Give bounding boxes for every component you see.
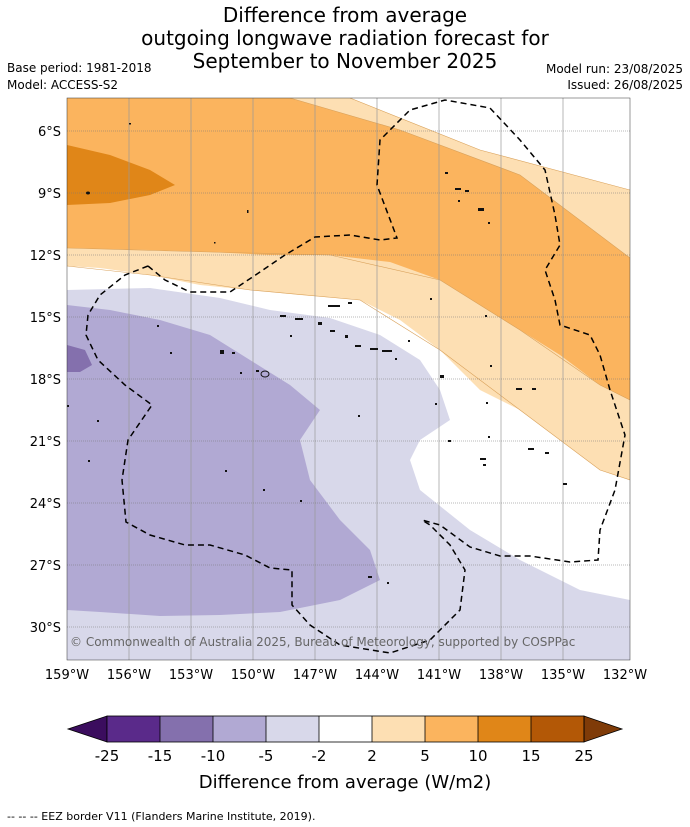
lon-label: 147°W — [293, 668, 337, 683]
lon-label: 159°W — [45, 668, 89, 683]
model-run-text: Model run: 23/08/2025 — [545, 62, 683, 76]
colorbar: -25 -15 -10 -5 -2 2 5 10 15 25 Differenc… — [66, 715, 624, 793]
colorbar-segment — [319, 716, 372, 742]
colorbar-tick-label: 10 — [468, 747, 487, 765]
colorbar-tick-label: -5 — [259, 747, 274, 765]
map-title-line-2: outgoing longwave radiation forecast for — [141, 26, 549, 50]
colorbar-segment — [372, 716, 425, 742]
colorbar-extend-low — [66, 715, 108, 743]
colorbar-title: Difference from average (W/m2) — [199, 772, 491, 793]
lon-label: 144°W — [355, 668, 399, 683]
colorbar-tick-label: -10 — [201, 747, 226, 765]
copyright-text: © Commonwealth of Australia 2025, Bureau… — [70, 635, 575, 649]
lat-label: 9°S — [38, 187, 61, 202]
colorbar-tick-label: -25 — [95, 747, 120, 765]
colorbar-tick-label: 15 — [521, 747, 540, 765]
lat-label: 21°S — [30, 435, 61, 450]
eez-border — [85, 99, 626, 654]
band-minus15-to-minus10 — [67, 345, 92, 372]
map-title-line-1: Difference from average — [222, 3, 468, 27]
colorbar-segment — [266, 716, 319, 742]
contour-lines — [67, 98, 630, 481]
lon-label: 135°W — [541, 668, 585, 683]
lat-label: 6°S — [38, 125, 61, 140]
colorbar-segment — [531, 716, 584, 742]
colorbar-segment — [478, 716, 531, 742]
issued-text: Issued: 26/08/2025 — [567, 78, 683, 92]
lon-label: 132°W — [603, 668, 647, 683]
model-text: Model: ACCESS-S2 — [7, 78, 119, 92]
lat-label: 12°S — [30, 249, 61, 264]
islands — [67, 123, 567, 584]
lon-label: 153°W — [169, 668, 213, 683]
lon-label: 138°W — [479, 668, 523, 683]
lon-label: 150°W — [231, 668, 275, 683]
colorbar-tick-label: 2 — [367, 747, 377, 765]
lat-label: 24°S — [30, 497, 61, 512]
lat-label: 30°S — [30, 621, 61, 636]
band-10-to-15 — [67, 145, 175, 205]
base-period-text: Base period: 1981-2018 — [7, 61, 152, 75]
longitude-labels: 159°W 156°W 153°W 150°W 147°W 144°W 141°… — [45, 668, 647, 683]
colorbar-tick-label: 5 — [420, 747, 430, 765]
band-5-to-10 — [67, 98, 630, 400]
colorbar-segment — [107, 716, 160, 742]
colorbar-tick-label: 25 — [574, 747, 593, 765]
lat-label: 15°S — [30, 311, 61, 326]
colorbar-segment — [213, 716, 266, 742]
lat-label: 18°S — [30, 373, 61, 388]
latitude-labels: 6°S 9°S 12°S 15°S 18°S 21°S 24°S 27°S 30… — [30, 125, 61, 636]
colorbar-tick-label: -15 — [148, 747, 173, 765]
lon-label: 156°W — [107, 668, 151, 683]
colorbar-segment — [160, 716, 213, 742]
colorbar-tick-label: -2 — [312, 747, 327, 765]
anomaly-field: © Commonwealth of Australia 2025, Bureau… — [67, 98, 630, 660]
lon-label: 141°W — [417, 668, 461, 683]
eez-footer-note: -- -- -- EEZ border V11 (Flanders Marine… — [7, 810, 315, 823]
colorbar-extend-high — [583, 715, 624, 743]
band-minus10-to-minus5 — [67, 305, 380, 616]
map-title-line-3: September to November 2025 — [192, 49, 498, 73]
map-frame — [66, 97, 631, 661]
colorbar-segment — [425, 716, 478, 742]
lat-label: 27°S — [30, 559, 61, 574]
